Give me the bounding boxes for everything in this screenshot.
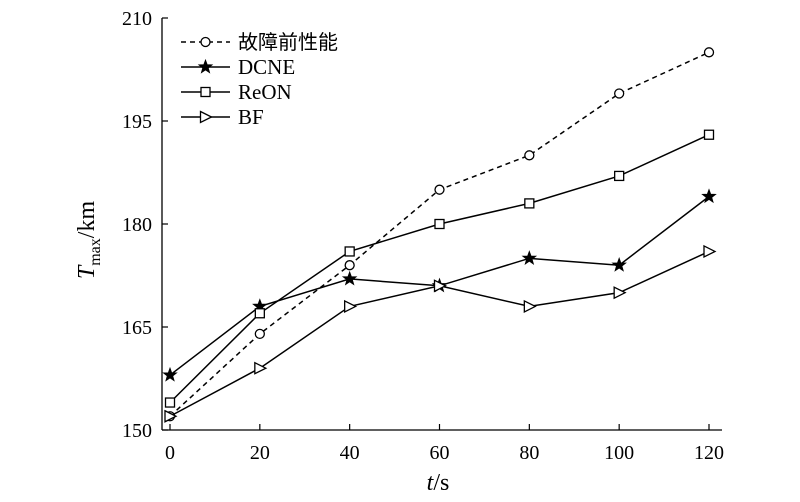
legend-marker xyxy=(200,86,211,98)
y-axis-unit: /km xyxy=(74,201,100,239)
y-tick-label: 150 xyxy=(122,420,152,442)
legend-item: DCNE xyxy=(181,55,295,79)
data-point xyxy=(701,188,717,204)
y-tick-label: 195 xyxy=(122,111,152,133)
series-3 xyxy=(164,129,715,408)
data-point xyxy=(434,218,445,230)
y-tick-label: 180 xyxy=(122,214,152,236)
series-line xyxy=(169,250,710,417)
data-point xyxy=(524,198,535,209)
y-axis-subscript: max xyxy=(87,238,104,266)
x-tick-label: 80 xyxy=(519,442,539,464)
y-tick-label: 165 xyxy=(122,317,152,339)
y-tick-label: 210 xyxy=(122,8,152,30)
legend-item: 故障前性能 xyxy=(181,30,338,54)
axes: 150 165 180 195 210 0 20 40 60 80 100 120 xyxy=(122,8,724,464)
x-tick-label: 20 xyxy=(250,442,270,464)
data-point xyxy=(703,129,715,140)
data-point xyxy=(344,246,355,257)
data-point xyxy=(614,88,625,99)
legend-label: 故障前性能 xyxy=(238,30,338,54)
data-point xyxy=(434,184,445,195)
series-4 xyxy=(164,244,717,423)
legend-item: BF xyxy=(181,105,264,129)
data-point xyxy=(341,270,358,286)
series-line xyxy=(169,134,710,404)
y-axis-symbol: T xyxy=(74,264,100,279)
legend-marker xyxy=(197,58,214,74)
data-point xyxy=(344,299,358,313)
data-point xyxy=(613,286,627,300)
y-axis-title: Tmax/km xyxy=(74,201,104,280)
x-tick-label: 40 xyxy=(340,442,360,464)
x-axis-unit: /s xyxy=(433,470,449,496)
data-point xyxy=(614,170,625,182)
data-point xyxy=(254,328,265,340)
data-point xyxy=(164,409,178,423)
data-point xyxy=(523,299,537,313)
legend-label: DCNE xyxy=(238,55,295,79)
legend-item: ReON xyxy=(181,80,292,104)
x-axis-symbol: t xyxy=(427,470,435,496)
data-point xyxy=(703,47,715,58)
legend-marker xyxy=(200,36,211,48)
data-point xyxy=(164,397,176,408)
series-layer xyxy=(162,47,717,423)
series-1 xyxy=(164,47,715,422)
legend-marker xyxy=(199,110,213,124)
data-point xyxy=(521,250,538,265)
data-point xyxy=(344,260,355,271)
x-tick-label: 120 xyxy=(694,442,724,464)
data-point xyxy=(524,150,535,161)
data-point xyxy=(703,244,717,259)
x-tick-label: 0 xyxy=(165,442,175,464)
data-point xyxy=(433,279,447,293)
legend-label: ReON xyxy=(238,80,292,104)
legend-label: BF xyxy=(238,105,264,129)
x-axis-title: t/s xyxy=(427,470,450,496)
data-point xyxy=(254,308,265,319)
data-point xyxy=(162,366,178,382)
x-tick-label: 60 xyxy=(430,442,450,464)
data-point xyxy=(254,361,268,375)
data-point xyxy=(611,257,627,272)
x-tick-label: 100 xyxy=(604,442,634,464)
